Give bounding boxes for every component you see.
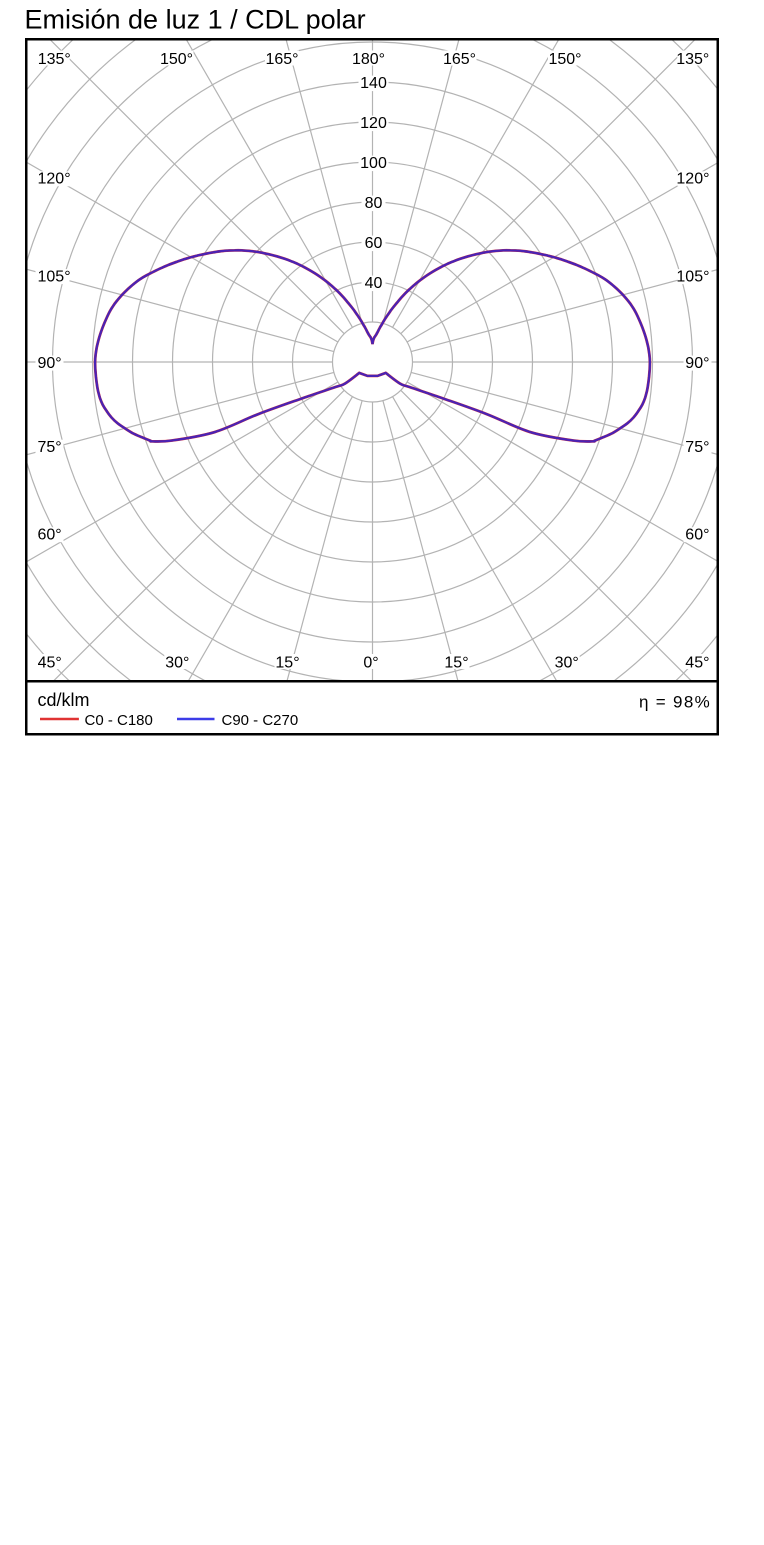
svg-text:180°: 180° xyxy=(352,51,385,68)
svg-text:40: 40 xyxy=(365,275,383,292)
svg-text:η = 98%: η = 98% xyxy=(639,693,711,712)
svg-text:75°: 75° xyxy=(685,439,709,456)
svg-text:15°: 15° xyxy=(275,655,299,672)
svg-text:100: 100 xyxy=(360,155,387,172)
svg-text:cd/klm: cd/klm xyxy=(38,690,90,710)
svg-text:90°: 90° xyxy=(38,355,62,372)
svg-text:60°: 60° xyxy=(685,526,709,543)
svg-text:150°: 150° xyxy=(548,51,581,68)
svg-text:165°: 165° xyxy=(443,51,476,68)
svg-text:Emisión de luz 1 / CDL polar: Emisión de luz 1 / CDL polar xyxy=(25,5,366,35)
svg-text:120°: 120° xyxy=(676,171,709,188)
svg-text:30°: 30° xyxy=(555,655,579,672)
svg-text:0°: 0° xyxy=(363,655,378,672)
svg-text:80: 80 xyxy=(365,195,383,212)
svg-text:C90 - C270: C90 - C270 xyxy=(222,712,299,729)
svg-text:45°: 45° xyxy=(685,655,709,672)
svg-text:150°: 150° xyxy=(160,51,193,68)
svg-text:45°: 45° xyxy=(38,655,62,672)
svg-text:140: 140 xyxy=(360,75,387,92)
svg-text:165°: 165° xyxy=(265,51,298,68)
svg-text:60: 60 xyxy=(365,235,383,252)
svg-text:105°: 105° xyxy=(38,268,71,285)
svg-text:60°: 60° xyxy=(38,526,62,543)
svg-text:120: 120 xyxy=(360,115,387,132)
svg-text:120°: 120° xyxy=(38,171,71,188)
svg-text:75°: 75° xyxy=(38,439,62,456)
svg-text:C0 - C180: C0 - C180 xyxy=(85,712,153,729)
svg-text:135°: 135° xyxy=(38,51,71,68)
svg-text:105°: 105° xyxy=(676,268,709,285)
svg-text:30°: 30° xyxy=(165,655,189,672)
svg-text:135°: 135° xyxy=(676,51,709,68)
svg-text:90°: 90° xyxy=(685,355,709,372)
svg-text:15°: 15° xyxy=(444,655,468,672)
